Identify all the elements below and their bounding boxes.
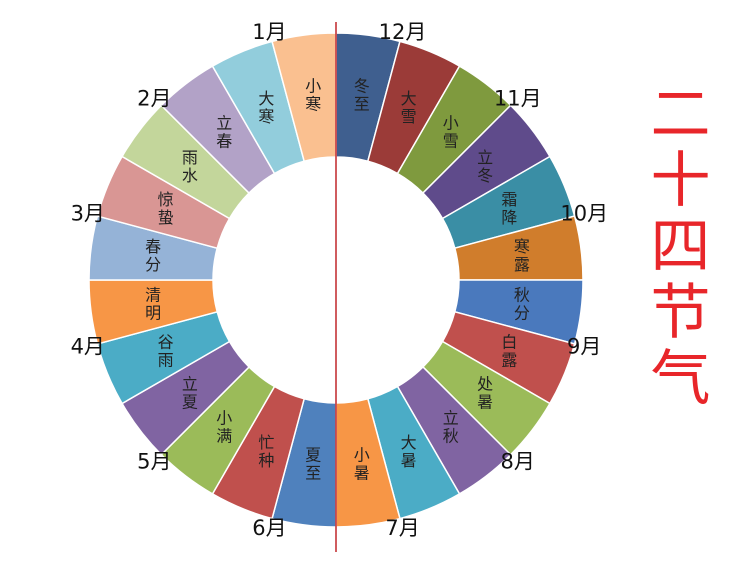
- month-label: 6月: [252, 516, 286, 540]
- segment-label: 春分: [142, 238, 161, 274]
- month-label: 11月: [494, 86, 542, 110]
- month-label: 5月: [137, 450, 171, 474]
- segment-label: 谷雨: [155, 333, 174, 369]
- segment-label: 立冬: [474, 149, 493, 185]
- segment-label: 清明: [142, 286, 161, 322]
- month-label: 10月: [560, 201, 608, 225]
- segment-label: 立春: [213, 114, 232, 150]
- segment-label: 大雪: [398, 90, 417, 126]
- month-label: 7月: [385, 516, 419, 540]
- segment-label: 小暑: [351, 446, 370, 482]
- segment-label: 小雪: [440, 114, 459, 150]
- month-label: 12月: [379, 20, 427, 44]
- segment-label: 忙种: [255, 434, 274, 470]
- segment-label: 夏至: [302, 446, 321, 482]
- segment-label: 白露: [498, 333, 517, 369]
- segment-label: 处暑: [474, 375, 493, 411]
- month-label: 3月: [71, 201, 105, 225]
- segment-label: 寒露: [511, 237, 530, 274]
- month-label: 4月: [71, 335, 105, 359]
- month-label: 8月: [501, 450, 535, 474]
- segment-label: 惊蛰: [155, 191, 174, 227]
- segment-label: 立秋: [440, 410, 459, 446]
- segment-label: 大寒: [255, 90, 274, 126]
- title: 二十四节气: [640, 82, 710, 412]
- segment-label: 大暑: [398, 434, 417, 470]
- segment-label: 霜降: [498, 191, 517, 227]
- segment-label: 雨水: [179, 149, 198, 185]
- segment-label: 小满: [213, 410, 232, 446]
- segment-label: 冬至: [351, 78, 370, 114]
- month-label: 9月: [567, 335, 601, 359]
- segment-label: 小寒: [302, 78, 321, 114]
- segment-label: 秋分: [511, 286, 530, 322]
- month-label: 2月: [137, 86, 171, 110]
- month-label: 1月: [252, 20, 286, 44]
- segment-label: 立夏: [179, 375, 198, 411]
